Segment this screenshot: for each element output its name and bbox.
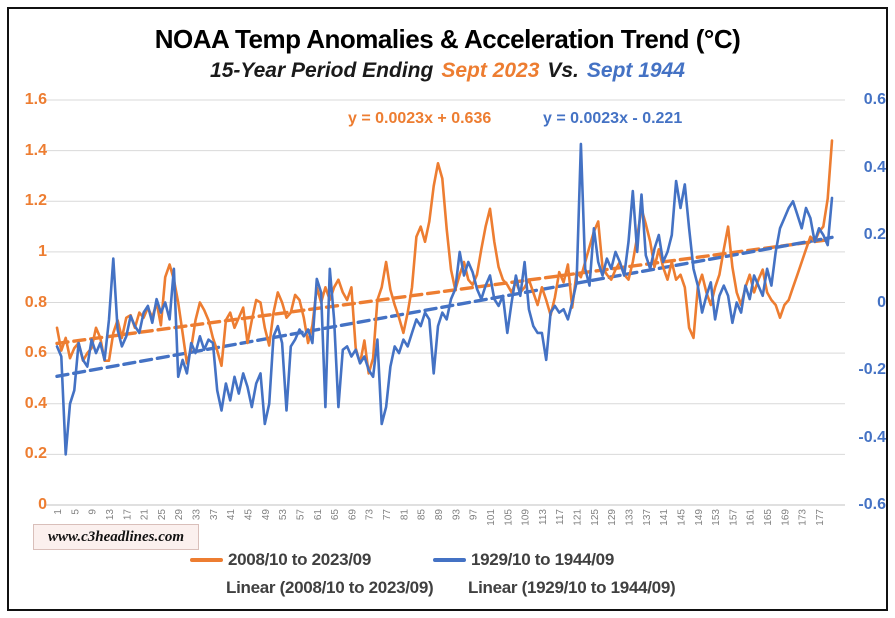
x-tick-label: 157 [728, 509, 739, 526]
right-axis-tick-label: -0.2 [858, 361, 886, 378]
x-tick-label: 177 [815, 509, 826, 526]
x-tick-label: 173 [798, 509, 809, 526]
x-tick-label: 45 [244, 509, 255, 521]
left-axis-tick-label: 1.4 [24, 141, 47, 159]
trend-equation-blue: y = 0.0023x - 0.221 [543, 110, 683, 127]
x-tick-label: 105 [503, 509, 514, 526]
trend-equation-orange: y = 0.0023x + 0.636 [348, 110, 492, 127]
subtitle-period-blue: Sept 1944 [586, 59, 685, 82]
series-line-blue [55, 142, 834, 456]
x-tick-label: 101 [486, 509, 497, 526]
x-tick-label: 129 [607, 509, 618, 526]
x-tick-label: 93 [451, 509, 462, 521]
subtitle-prefix: 15-Year Period Ending [210, 59, 434, 82]
x-tick-label: 125 [590, 509, 601, 526]
x-tick-label: 137 [642, 509, 653, 526]
x-tick-label: 89 [434, 509, 445, 521]
x-tick-label: 109 [521, 509, 532, 526]
x-tick-label: 133 [625, 509, 636, 526]
x-tick-label: 85 [417, 509, 428, 521]
x-tick-label: 73 [365, 509, 376, 521]
watermark-badge: www.c3headlines.com [33, 524, 199, 550]
legend-item-trend-orange: Linear (2008/10 to 2023/09) [188, 578, 434, 598]
x-tick-label: 65 [330, 509, 341, 521]
subtitle-vs: Vs. [547, 59, 579, 82]
right-axis-tick-label: 0 [877, 293, 886, 311]
x-tick-label: 13 [105, 509, 116, 521]
legend-swatch-orange-dashed [188, 586, 221, 590]
x-tick-label: 165 [763, 509, 774, 526]
left-axis-tick-label: 0.6 [24, 344, 47, 362]
x-tick-label: 49 [261, 509, 272, 521]
x-tick-label: 61 [313, 509, 324, 521]
right-axis-tick-label: 0.6 [863, 91, 886, 108]
legend-item-trend-blue: Linear (1929/10 to 1944/09) [430, 578, 676, 598]
trend-line-blue [55, 235, 834, 379]
legend-swatch-blue-solid [433, 558, 466, 562]
right-axis-tick-label: -0.6 [858, 496, 886, 513]
x-tick-label: 149 [694, 509, 705, 526]
left-axis-tick-label: 1 [38, 242, 47, 260]
right-axis-tick-label: 0.4 [863, 158, 886, 176]
x-tick-label: 81 [399, 509, 410, 521]
x-tick-label: 25 [157, 509, 168, 521]
x-tick-label: 153 [711, 509, 722, 526]
legend-label: 2008/10 to 2023/09 [228, 550, 371, 569]
legend-label: Linear (2008/10 to 2023/09) [226, 578, 434, 597]
x-tick-label: 5 [70, 509, 81, 515]
x-tick-label: 57 [295, 509, 306, 521]
left-axis-tick-label: 0 [38, 496, 47, 513]
legend-item-series-orange: 2008/10 to 2023/09 [190, 550, 371, 570]
x-tick-label: 97 [469, 509, 480, 521]
x-tick-label: 1 [53, 509, 64, 515]
series-line-orange [55, 139, 834, 375]
right-axis-tick-label: -0.4 [858, 428, 886, 446]
x-tick-label: 29 [174, 509, 185, 521]
chart-subtitle: 15-Year Period Ending Sept 2023 Vs. Sept 19… [0, 59, 895, 83]
x-tick-label: 9 [88, 509, 99, 515]
x-tick-label: 33 [192, 509, 203, 521]
x-tick-label: 41 [226, 509, 237, 521]
left-axis-tick-label: 0.4 [24, 394, 47, 412]
subtitle-period-orange: Sept 2023 [441, 59, 540, 82]
x-tick-label: 37 [209, 509, 220, 521]
legend-label: 1929/10 to 1944/09 [471, 550, 614, 569]
x-tick-label: 141 [659, 509, 670, 526]
x-tick-label: 77 [382, 509, 393, 521]
legend-swatch-orange-solid [190, 558, 223, 562]
left-axis-tick-label: 0.2 [24, 445, 47, 463]
x-tick-label: 121 [573, 509, 584, 526]
left-axis-tick-label: 1.6 [24, 91, 47, 108]
x-tick-label: 17 [122, 509, 133, 521]
right-axis-tick-label: 0.2 [863, 226, 886, 243]
x-tick-label: 169 [780, 509, 791, 526]
x-tick-label: 145 [676, 509, 687, 526]
chart-title: NOAA Temp Anomalies & Acceleration Trend… [154, 24, 741, 54]
trend-line-orange [55, 237, 834, 346]
legend-swatch-blue-dashed [430, 586, 463, 590]
legend-label: Linear (1929/10 to 1944/09) [468, 578, 676, 597]
x-tick-label: 117 [555, 509, 566, 525]
x-tick-label: 69 [347, 509, 358, 521]
left-axis-tick-label: 1.2 [24, 192, 47, 210]
x-tick-label: 113 [538, 509, 549, 525]
left-axis-tick-label: 0.8 [24, 293, 47, 311]
x-tick-label: 161 [746, 509, 757, 526]
x-tick-label: 21 [140, 509, 151, 521]
watermark-text: www.c3headlines.com [47, 528, 185, 545]
x-tick-label: 53 [278, 509, 289, 521]
legend-item-series-blue: 1929/10 to 1944/09 [433, 550, 614, 570]
